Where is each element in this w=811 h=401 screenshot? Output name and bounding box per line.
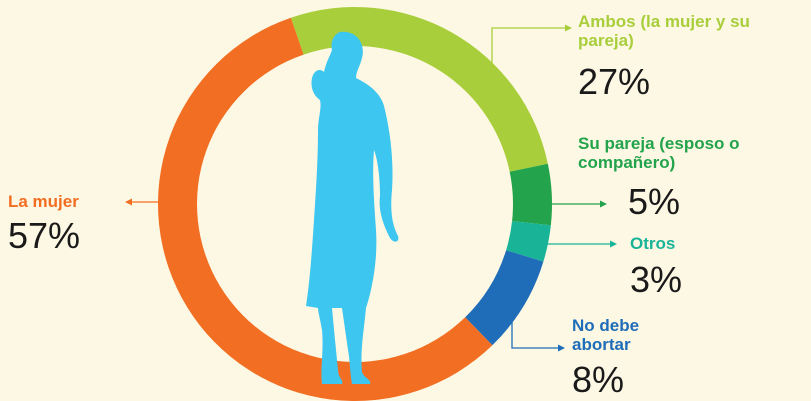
category-label: Ambos (la mujer y su pareja) — [578, 12, 750, 50]
category-label: No debe abortar — [572, 316, 640, 354]
category-label: Otros — [630, 234, 676, 253]
category-label: La mujer — [8, 192, 79, 211]
value-label: 5% — [628, 181, 681, 222]
value-label: 27% — [578, 61, 651, 102]
donut-segment — [157, 17, 493, 401]
connector — [511, 276, 558, 349]
arrowhead — [610, 240, 617, 248]
donut-segment — [506, 221, 551, 262]
category-label: Su pareja (esposo o compañero) — [578, 134, 740, 172]
woman-silhouette — [306, 31, 399, 385]
donut-segment — [290, 7, 548, 172]
connector — [491, 27, 566, 118]
arrowhead — [565, 24, 572, 32]
value-label: 57% — [8, 215, 81, 256]
donut-segment — [465, 250, 544, 346]
arrowhead — [600, 200, 607, 208]
value-label: 3% — [630, 259, 683, 300]
arrowhead — [125, 198, 132, 206]
connectors — [125, 24, 617, 352]
arrowhead — [558, 344, 565, 352]
value-label: 8% — [572, 359, 625, 400]
donut-segment — [509, 163, 552, 226]
